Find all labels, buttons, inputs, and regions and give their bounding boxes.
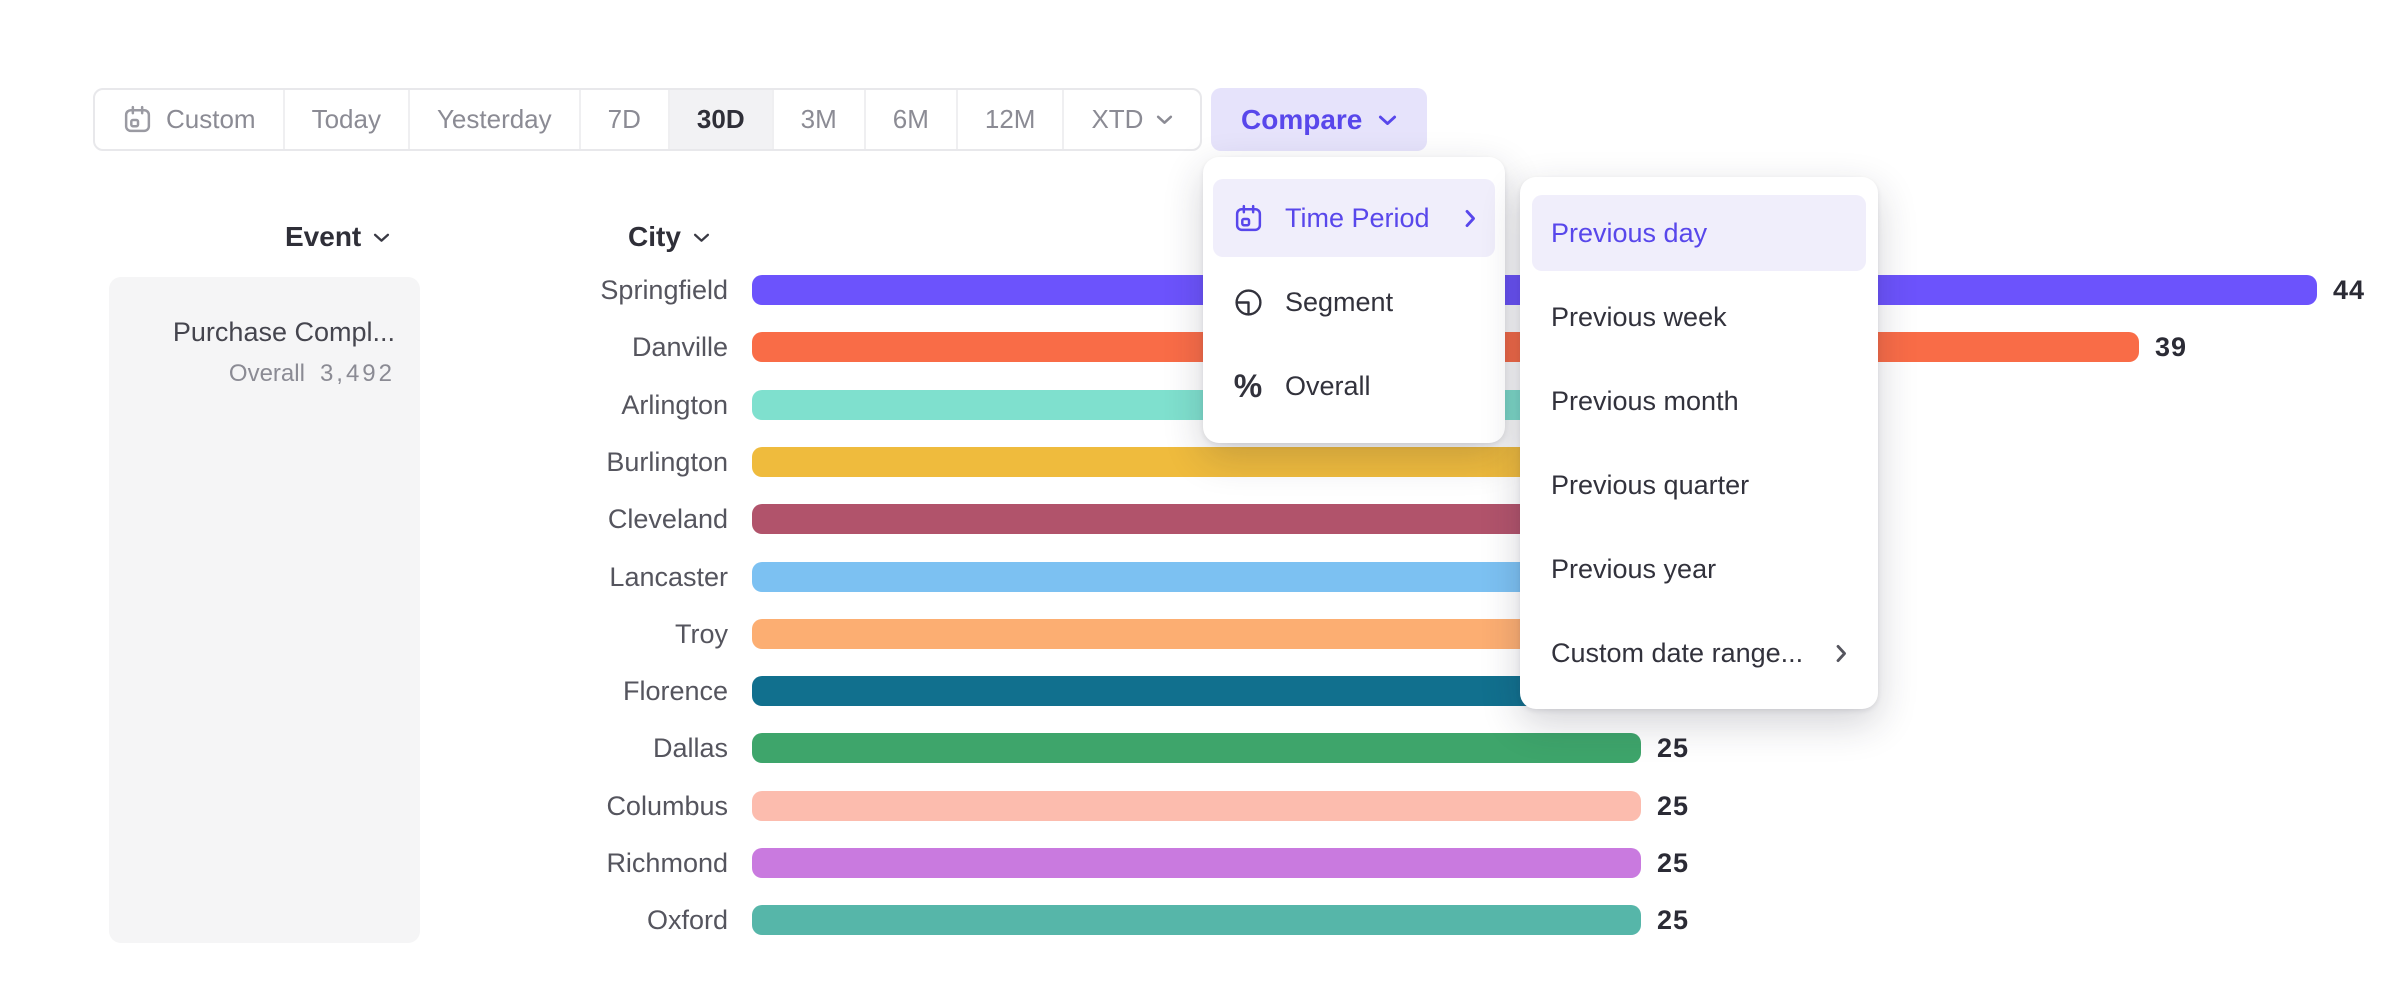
date-range-toolbar: Custom Today Yesterday 7D 30D 3M 6M 12M XTD: [93, 88, 1203, 151]
toolbar-item-label: 12M: [984, 104, 1036, 134]
toolbar-item-label: Custom: [166, 104, 256, 134]
submenu-item-item-label: Previous year: [1551, 553, 1717, 584]
toolbar-item-label: Today: [311, 104, 381, 134]
calendar-icon: [1232, 203, 1264, 234]
toolbar-item-label: Yesterday: [436, 104, 552, 134]
toolbar-item-label: 6M: [892, 104, 929, 134]
event-overall-value: 3,492: [319, 360, 395, 387]
bar-label-troy: Troy: [675, 619, 728, 649]
submenu-item-previous-year[interactable]: Previous year: [1532, 531, 1866, 607]
event-overall-label: Overall: [228, 360, 305, 387]
chevron-down-icon: [1378, 114, 1397, 126]
chevron-down-icon: [693, 232, 710, 243]
compare-menu-item-item-label: Time Period: [1285, 202, 1430, 233]
bar-value-richmond: 25: [1657, 848, 1690, 878]
segment-icon: [1232, 287, 1264, 318]
bar-columbus[interactable]: [752, 791, 1641, 821]
bar-label-columbus: Columbus: [606, 791, 728, 821]
submenu-item-previous-day[interactable]: Previous day: [1532, 195, 1866, 271]
bar-label-oxford: Oxford: [646, 905, 728, 935]
bar-label-florence: Florence: [622, 676, 728, 706]
bar-label-lancaster: Lancaster: [609, 562, 728, 592]
bar-label-burlington: Burlington: [606, 447, 728, 477]
toolbar-item-today[interactable]: Today: [285, 90, 410, 149]
submenu-item-item-label: Custom date range...: [1551, 637, 1804, 668]
bar-value-oxford: 25: [1657, 905, 1690, 935]
bar-value-springfield: 44: [2333, 275, 2366, 305]
percent-icon: %: [1233, 368, 1263, 404]
event-name: Purchase Compl...: [172, 317, 395, 347]
toolbar-item-yesterday[interactable]: Yesterday: [410, 90, 581, 149]
compare-menu: Time Period Segment% Overall: [1203, 157, 1505, 443]
event-overall: Overall 3,492: [109, 360, 395, 388]
toolbar-item-6m[interactable]: 6M: [866, 90, 958, 149]
bar-label-cleveland: Cleveland: [607, 504, 728, 534]
compare-menu-item-item-label: Segment: [1285, 286, 1394, 317]
compare-menu-item-overall[interactable]: % Overall: [1213, 347, 1495, 425]
submenu-item-custom-date-range[interactable]: Custom date range...: [1532, 615, 1866, 691]
bar-oxford[interactable]: [752, 905, 1641, 935]
bar-label-arlington: Arlington: [621, 390, 728, 420]
toolbar-item-label: XTD: [1091, 104, 1144, 134]
city-column-header-label: City: [628, 221, 681, 252]
submenu-item-item-label: Previous quarter: [1551, 469, 1750, 500]
bar-dallas[interactable]: [752, 733, 1641, 763]
submenu-item-item-label: Previous month: [1551, 385, 1739, 416]
compare-menu-item-item-label: Overall: [1285, 370, 1371, 401]
calendar-icon: [122, 104, 153, 135]
toolbar-item-custom[interactable]: Custom: [95, 90, 285, 149]
bar-value-dallas: 25: [1657, 733, 1690, 763]
toolbar-item-30d[interactable]: 30D: [669, 90, 774, 149]
city-column-header[interactable]: City: [628, 220, 710, 254]
chevron-right-icon: [1823, 644, 1847, 663]
chevron-down-icon: [1156, 114, 1173, 125]
time-period-submenu: Previous day Previous week Previous month P…: [1520, 177, 1878, 709]
toolbar-item-3m[interactable]: 3M: [774, 90, 866, 149]
toolbar-item-12m[interactable]: 12M: [958, 90, 1065, 149]
bar-label-springfield: Springfield: [600, 275, 728, 305]
submenu-item-previous-week[interactable]: Previous week: [1532, 279, 1866, 355]
bar-value-danville: 39: [2155, 332, 2188, 362]
toolbar-item-7d[interactable]: 7D: [581, 90, 670, 149]
submenu-item-previous-quarter[interactable]: Previous quarter: [1532, 447, 1866, 523]
bar-label-dallas: Dallas: [652, 733, 728, 763]
toolbar-item-xtd[interactable]: XTD: [1064, 90, 1200, 149]
bar-label-danville: Danville: [631, 332, 728, 362]
submenu-item-item-label: Previous week: [1551, 301, 1727, 332]
submenu-item-previous-month[interactable]: Previous month: [1532, 363, 1866, 439]
toolbar-item-label: 30D: [696, 104, 745, 134]
event-column-header-label: Event: [285, 221, 362, 252]
chevron-right-icon: [1452, 209, 1476, 228]
compare-button-label: Compare: [1241, 103, 1363, 135]
compare-menu-item-time-period[interactable]: Time Period: [1213, 179, 1495, 257]
toolbar-item-label: 7D: [607, 104, 641, 134]
chevron-down-icon: [373, 232, 390, 243]
submenu-item-item-label: Previous day: [1551, 217, 1708, 248]
bar-label-richmond: Richmond: [606, 848, 728, 878]
bar-richmond[interactable]: [752, 848, 1641, 878]
toolbar-item-label: 3M: [800, 104, 837, 134]
compare-menu-item-segment[interactable]: Segment: [1213, 263, 1495, 341]
event-card[interactable]: Purchase Compl... Overall 3,492: [109, 277, 420, 943]
compare-button[interactable]: Compare: [1211, 88, 1428, 151]
bar-value-columbus: 25: [1657, 791, 1690, 821]
event-column-header[interactable]: Event: [285, 220, 390, 254]
